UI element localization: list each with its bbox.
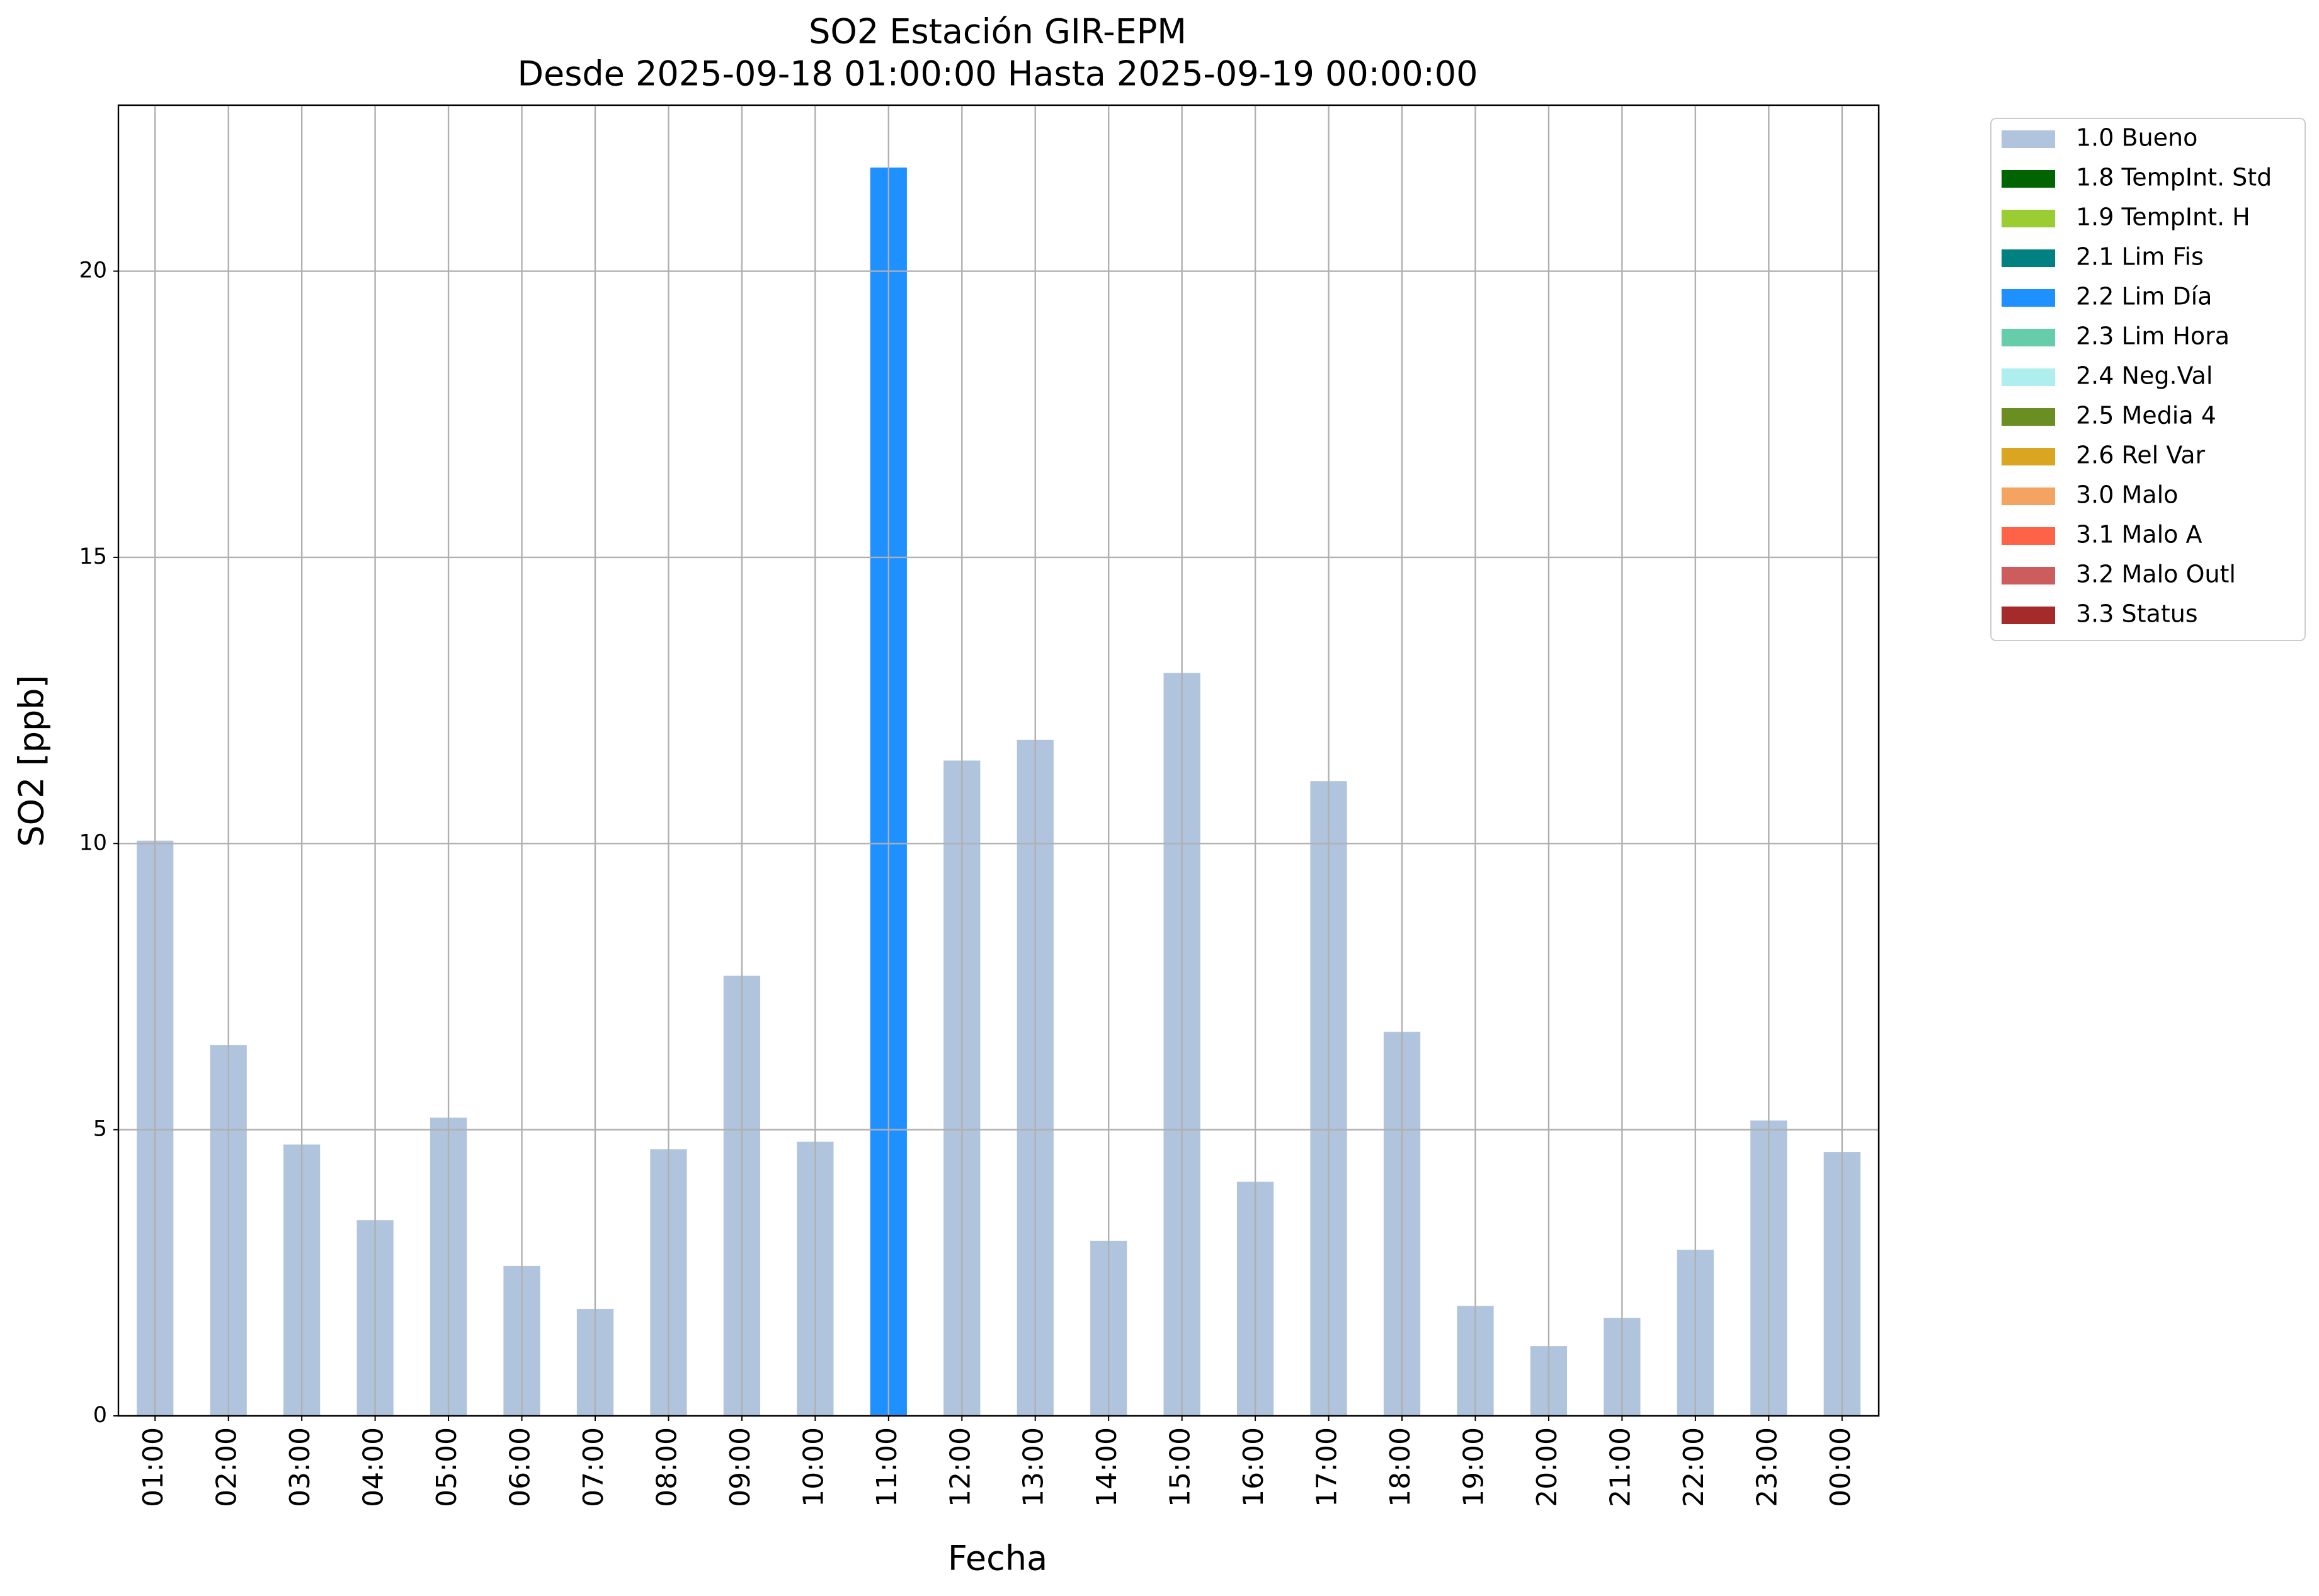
legend-swatch [2002, 130, 2055, 148]
legend-label: 2.4 Neg.Val [2076, 362, 2213, 390]
legend-label: 2.5 Media 4 [2076, 402, 2216, 430]
legend-box [1990, 118, 2306, 641]
x-tick-label: 03:00 [284, 1427, 316, 1507]
legend-swatch [2002, 249, 2055, 267]
x-tick-label: 18:00 [1384, 1427, 1416, 1507]
legend-label: 3.0 Malo [2076, 481, 2178, 509]
legend-label: 1.0 Bueno [2076, 124, 2197, 152]
legend-swatch [2002, 170, 2055, 188]
legend-label: 3.3 Status [2076, 600, 2198, 628]
legend-label: 3.2 Malo Outl [2076, 561, 2236, 588]
x-tick-label: 01:00 [137, 1427, 169, 1507]
x-axis-label: Fecha [948, 1539, 1047, 1578]
legend-swatch [2002, 607, 2055, 624]
x-tick-label: 19:00 [1457, 1427, 1490, 1507]
x-tick-label: 09:00 [724, 1427, 756, 1507]
chart-title: SO2 Estación GIR-EPM [809, 12, 1187, 52]
x-tick-label: 10:00 [797, 1427, 829, 1507]
legend-label: 2.1 Lim Fis [2076, 243, 2204, 271]
legend-swatch [2002, 289, 2055, 307]
legend-swatch [2002, 329, 2055, 346]
x-tick-label: 06:00 [504, 1427, 537, 1507]
x-tick-label: 12:00 [944, 1427, 976, 1507]
chart-subtitle: Desde 2025-09-18 01:00:00 Hasta 2025-09-… [517, 54, 1478, 94]
legend-swatch [2002, 487, 2055, 505]
legend-swatch [2002, 408, 2055, 426]
x-tick-label: 20:00 [1531, 1427, 1563, 1507]
legend-label: 1.8 TempInt. Std [2076, 164, 2272, 191]
y-tick-label: 10 [79, 830, 107, 855]
legend-swatch [2002, 567, 2055, 584]
x-tick-label: 14:00 [1091, 1427, 1123, 1507]
x-tick-label: 00:00 [1825, 1427, 1857, 1507]
x-tick-label: 22:00 [1678, 1427, 1710, 1507]
y-tick-label: 20 [79, 258, 107, 283]
x-tick-label: 23:00 [1751, 1427, 1783, 1507]
legend-label: 2.6 Rel Var [2076, 442, 2206, 469]
legend-label: 1.9 TempInt. H [2076, 203, 2250, 231]
legend-label: 2.3 Lim Hora [2076, 322, 2230, 350]
x-tick-label: 16:00 [1238, 1427, 1270, 1507]
y-tick-label: 0 [93, 1403, 107, 1428]
x-tick-label: 15:00 [1165, 1427, 1197, 1507]
y-tick-label: 15 [79, 544, 107, 569]
y-axis-label: SO2 [ppb] [12, 675, 52, 846]
y-tick-label: 5 [93, 1117, 107, 1142]
x-tick-label: 13:00 [1018, 1427, 1050, 1507]
legend-swatch [2002, 368, 2055, 386]
x-tick-label: 21:00 [1604, 1427, 1636, 1507]
x-tick-label: 05:00 [431, 1427, 463, 1507]
legend-label: 2.2 Lim Día [2076, 283, 2212, 311]
legend-swatch [2002, 527, 2055, 545]
x-tick-label: 04:00 [358, 1427, 390, 1507]
legend-label: 3.1 Malo A [2076, 521, 2202, 549]
legend-swatch [2002, 448, 2055, 465]
x-tick-label: 02:00 [211, 1427, 243, 1507]
x-tick-label: 17:00 [1311, 1427, 1343, 1507]
x-tick-label: 11:00 [871, 1427, 903, 1507]
x-tick-label: 07:00 [578, 1427, 610, 1507]
plot-frame [117, 104, 1880, 1417]
x-tick-label: 08:00 [651, 1427, 683, 1507]
legend-swatch [2002, 210, 2055, 227]
